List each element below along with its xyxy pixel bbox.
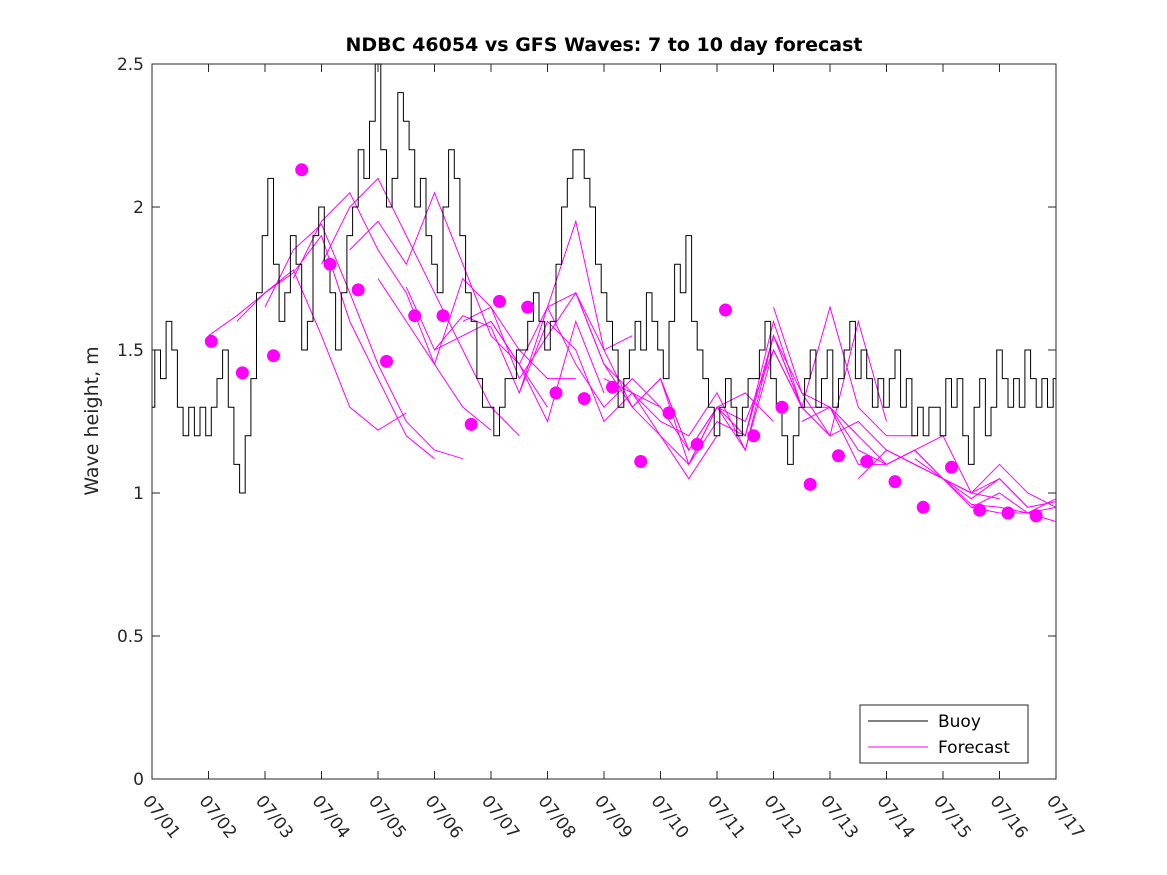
forecast-marker [235, 366, 249, 380]
y-tick-label: 0.5 [117, 627, 144, 647]
forecast-marker [803, 477, 817, 491]
forecast-marker [775, 400, 789, 414]
forecast-marker [634, 455, 648, 468]
forecast-line [208, 269, 407, 431]
forecast-line [603, 348, 803, 452]
forecast-marker [888, 475, 902, 489]
forecast-marker [267, 349, 280, 363]
forecast-marker [690, 437, 704, 451]
forecast-line [377, 277, 576, 380]
forecast-marker [521, 300, 535, 314]
forecast-marker [204, 334, 218, 348]
legend-buoy-label: Buoy [938, 712, 981, 732]
forecast-marker [606, 380, 619, 394]
legend-box [859, 704, 1029, 764]
y-axis: 0 0.5 1 1.5 2 2.5 [117, 55, 1056, 790]
buoy-line [152, 63, 1056, 494]
forecast-line [886, 449, 1057, 508]
y-axis-label: Wave height, m [81, 346, 103, 495]
forecast-marker [973, 503, 987, 517]
forecast-line [236, 234, 435, 460]
forecast-marker [1001, 506, 1015, 520]
forecast-marker [577, 392, 591, 406]
forecast-line [547, 219, 746, 466]
forecast-marker [747, 429, 761, 443]
buoy-series [152, 63, 1056, 494]
forecast-marker [323, 257, 337, 271]
forecast-marker [549, 386, 563, 400]
forecast-marker [662, 406, 676, 420]
forecast-marker [1029, 509, 1043, 523]
forecast-marker [436, 309, 450, 323]
forecast-marker [945, 460, 958, 474]
forecast-line [321, 177, 520, 437]
y-tick-label: 2.5 [117, 55, 144, 75]
y-tick-label: 1 [133, 484, 144, 504]
y-tick-label: 2 [133, 198, 144, 218]
forecast-line [292, 191, 492, 431]
forecast-marker [408, 309, 422, 323]
y-tick-label: 0 [133, 770, 144, 790]
forecast-line [434, 292, 633, 395]
forecast-marker [380, 354, 393, 368]
forecast-marker [464, 417, 478, 431]
legend: Buoy Forecast [859, 704, 1029, 764]
forecast-marker [295, 163, 309, 177]
forecast-markers [204, 163, 1043, 523]
forecast-line [349, 191, 548, 408]
forecast-marker [493, 294, 506, 308]
forecast-line [264, 223, 463, 460]
forecast-marker [832, 449, 845, 463]
forecast-marker [351, 283, 365, 297]
forecast-marker [719, 303, 732, 317]
chart-title: NDBC 46054 vs GFS Waves: 7 to 10 day for… [345, 34, 862, 56]
forecast-marker [860, 455, 874, 468]
y-tick-label: 1.5 [117, 341, 144, 361]
forecast-line [462, 291, 661, 408]
forecast-marker [916, 500, 930, 514]
legend-forecast-label: Forecast [938, 738, 1010, 758]
